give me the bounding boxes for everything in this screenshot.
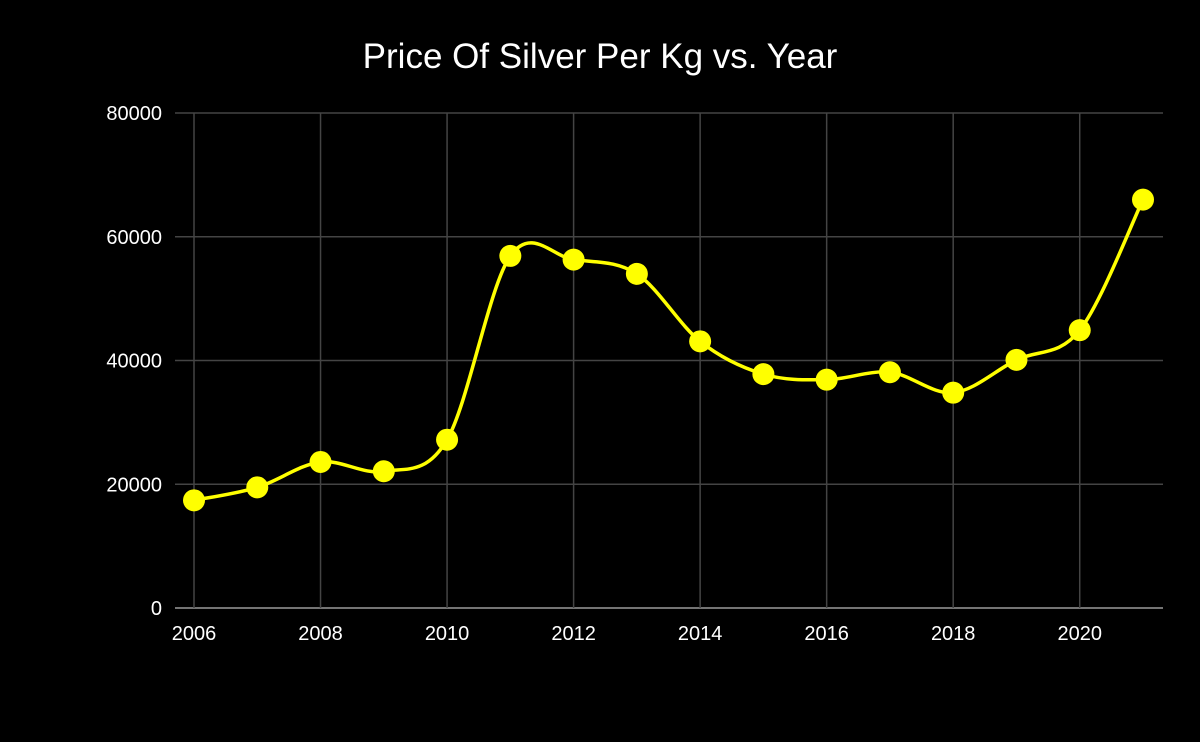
y-tick-label: 80000 [106, 103, 162, 125]
data-point[interactable] [562, 248, 585, 271]
axes: 0 20000 40000 60000 80000 2006 2008 2010 2012 201… [106, 103, 1102, 645]
y-tick-label: 20000 [106, 474, 162, 496]
chart-title: Price Of Silver Per Kg vs. Year [363, 37, 838, 76]
y-tick-label: 60000 [106, 227, 162, 249]
x-tick-label: 2012 [551, 623, 596, 645]
data-point[interactable] [625, 262, 648, 285]
data-point[interactable] [499, 244, 522, 267]
data-point[interactable] [372, 460, 395, 483]
grid [175, 112, 1163, 609]
series-line [193, 198, 1145, 503]
data-point[interactable] [815, 368, 838, 391]
x-tick-label: 2020 [1057, 623, 1102, 645]
markers [183, 188, 1154, 512]
y-tick-label: 40000 [106, 351, 162, 373]
x-tick-label: 2018 [931, 623, 976, 645]
data-point[interactable] [752, 363, 775, 386]
data-point[interactable] [1005, 348, 1028, 371]
series-layer [193, 198, 1145, 503]
data-point[interactable] [183, 489, 205, 512]
data-point[interactable] [878, 361, 901, 384]
data-point[interactable] [246, 476, 269, 499]
y-tick-label: 0 [151, 598, 162, 620]
x-tick-label: 2008 [298, 623, 343, 645]
x-tick-label: 2010 [425, 623, 470, 645]
x-tick-label: 2016 [804, 623, 849, 645]
data-point[interactable] [1132, 188, 1154, 211]
data-point[interactable] [942, 381, 965, 404]
data-point[interactable] [436, 428, 459, 451]
data-point[interactable] [689, 330, 712, 353]
x-tick-label: 2006 [172, 623, 217, 645]
data-point[interactable] [309, 450, 332, 473]
x-tick-label: 2014 [678, 623, 723, 645]
data-point[interactable] [1068, 319, 1091, 342]
